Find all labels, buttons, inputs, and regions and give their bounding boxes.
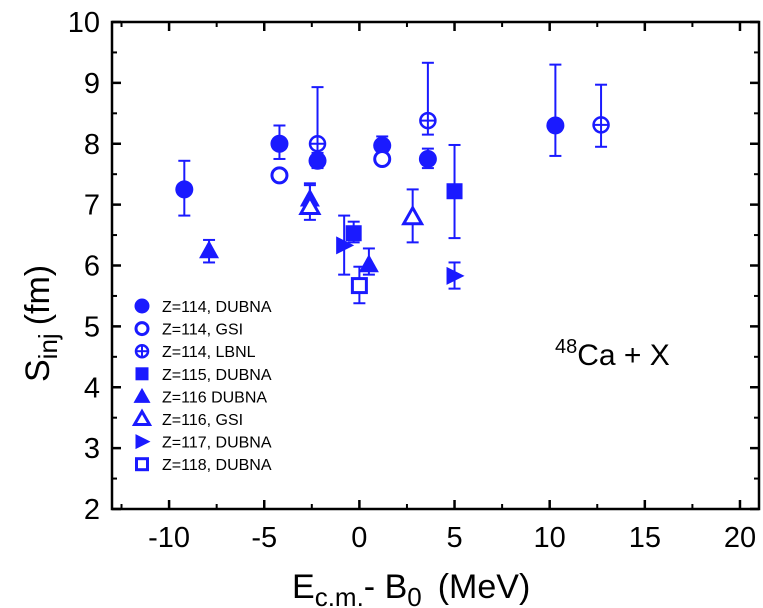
legend-marker: [135, 434, 151, 450]
error-bars: [178, 61, 608, 305]
legend: Z=114, DUBNA Z=114, GSI Z=114, LBNL Z=115, …: [131, 298, 272, 474]
legend-label: Z=114, DUBNA: [162, 299, 272, 316]
y-tick-label: 5: [84, 311, 100, 343]
legend-item: Z=114, DUBNA: [134, 298, 272, 316]
legend-marker: [135, 367, 149, 381]
legend-item: Z=117, DUBNA: [135, 434, 272, 452]
x-tick-label: 5: [446, 522, 462, 554]
data-point: [298, 194, 322, 215]
error-bar: [549, 63, 562, 157]
legend-marker: [133, 387, 151, 403]
legend-item: Z=115, DUBNA: [135, 367, 272, 384]
data-point: [546, 116, 565, 135]
data-point: [345, 225, 362, 242]
legend-item: Z=118, DUBNA: [135, 457, 272, 474]
legend-marker: [135, 457, 149, 472]
legend-marker: [131, 408, 153, 426]
legend-label: Z=114, LBNL: [162, 344, 256, 361]
legend-marker: [134, 321, 150, 337]
legend-item: Z=114, GSI: [134, 321, 243, 339]
data-point: [418, 149, 437, 168]
x-tick-label: 10: [534, 522, 566, 554]
legend-item: Z=116, GSI: [131, 408, 243, 429]
legend-marker: [134, 298, 150, 314]
legend-item: Z=116 DUBNA: [133, 387, 267, 406]
y-axis-title: Sinj(fm): [19, 265, 63, 382]
legend-label: Z=116, GSI: [162, 412, 243, 429]
legend-item: Z=114, LBNL: [134, 343, 256, 361]
legend-label: Z=114, GSI: [162, 322, 243, 339]
x-tick-label: 15: [629, 522, 661, 554]
x-tick-label: -10: [148, 522, 190, 554]
data-point: [308, 151, 327, 170]
data-point: [308, 135, 327, 153]
data-point: [592, 116, 610, 134]
y-tick-label: 2: [84, 494, 100, 526]
legend-marker: [134, 343, 150, 359]
x-tick-label: 20: [724, 522, 756, 554]
data-point: [373, 136, 392, 155]
reaction-annotation: 48Ca + X: [555, 336, 670, 372]
data-point: [446, 266, 465, 285]
x-axis-title: Ec.m.- B0 (MeV): [292, 568, 530, 608]
data-point: [446, 183, 463, 200]
data-point: [419, 111, 437, 130]
data-point: [175, 180, 194, 199]
data-point: [358, 254, 379, 273]
y-tick-label: 6: [84, 251, 100, 283]
data-point: [199, 240, 220, 259]
data-markers: [175, 111, 610, 295]
y-tick-label: 3: [84, 433, 100, 465]
y-tick-label: 9: [84, 68, 100, 100]
data-point: [401, 204, 425, 226]
y-axis-ticks: 2 3 4 5 6 7 8 9 10: [68, 7, 759, 526]
error-bar: [595, 83, 608, 148]
x-tick-label: -5: [251, 522, 277, 554]
x-axis-ticks: -10 -5 0 5 10 15 20: [120, 22, 756, 554]
y-tick-label: 8: [84, 129, 100, 161]
data-point: [270, 134, 289, 153]
legend-label: Z=117, DUBNA: [162, 435, 272, 452]
y-tick-label: 4: [84, 372, 100, 404]
data-point: [373, 149, 392, 168]
legend-label: Z=115, DUBNA: [162, 367, 272, 384]
y-tick-label: 10: [68, 7, 100, 39]
data-point: [270, 166, 289, 185]
data-point: [350, 277, 368, 295]
legend-label: Z=118, DUBNA: [162, 457, 272, 474]
legend-label: Z=116 DUBNA: [162, 389, 267, 406]
y-tick-label: 7: [84, 190, 100, 222]
data-point: [336, 236, 355, 255]
x-tick-label: 0: [351, 522, 367, 554]
